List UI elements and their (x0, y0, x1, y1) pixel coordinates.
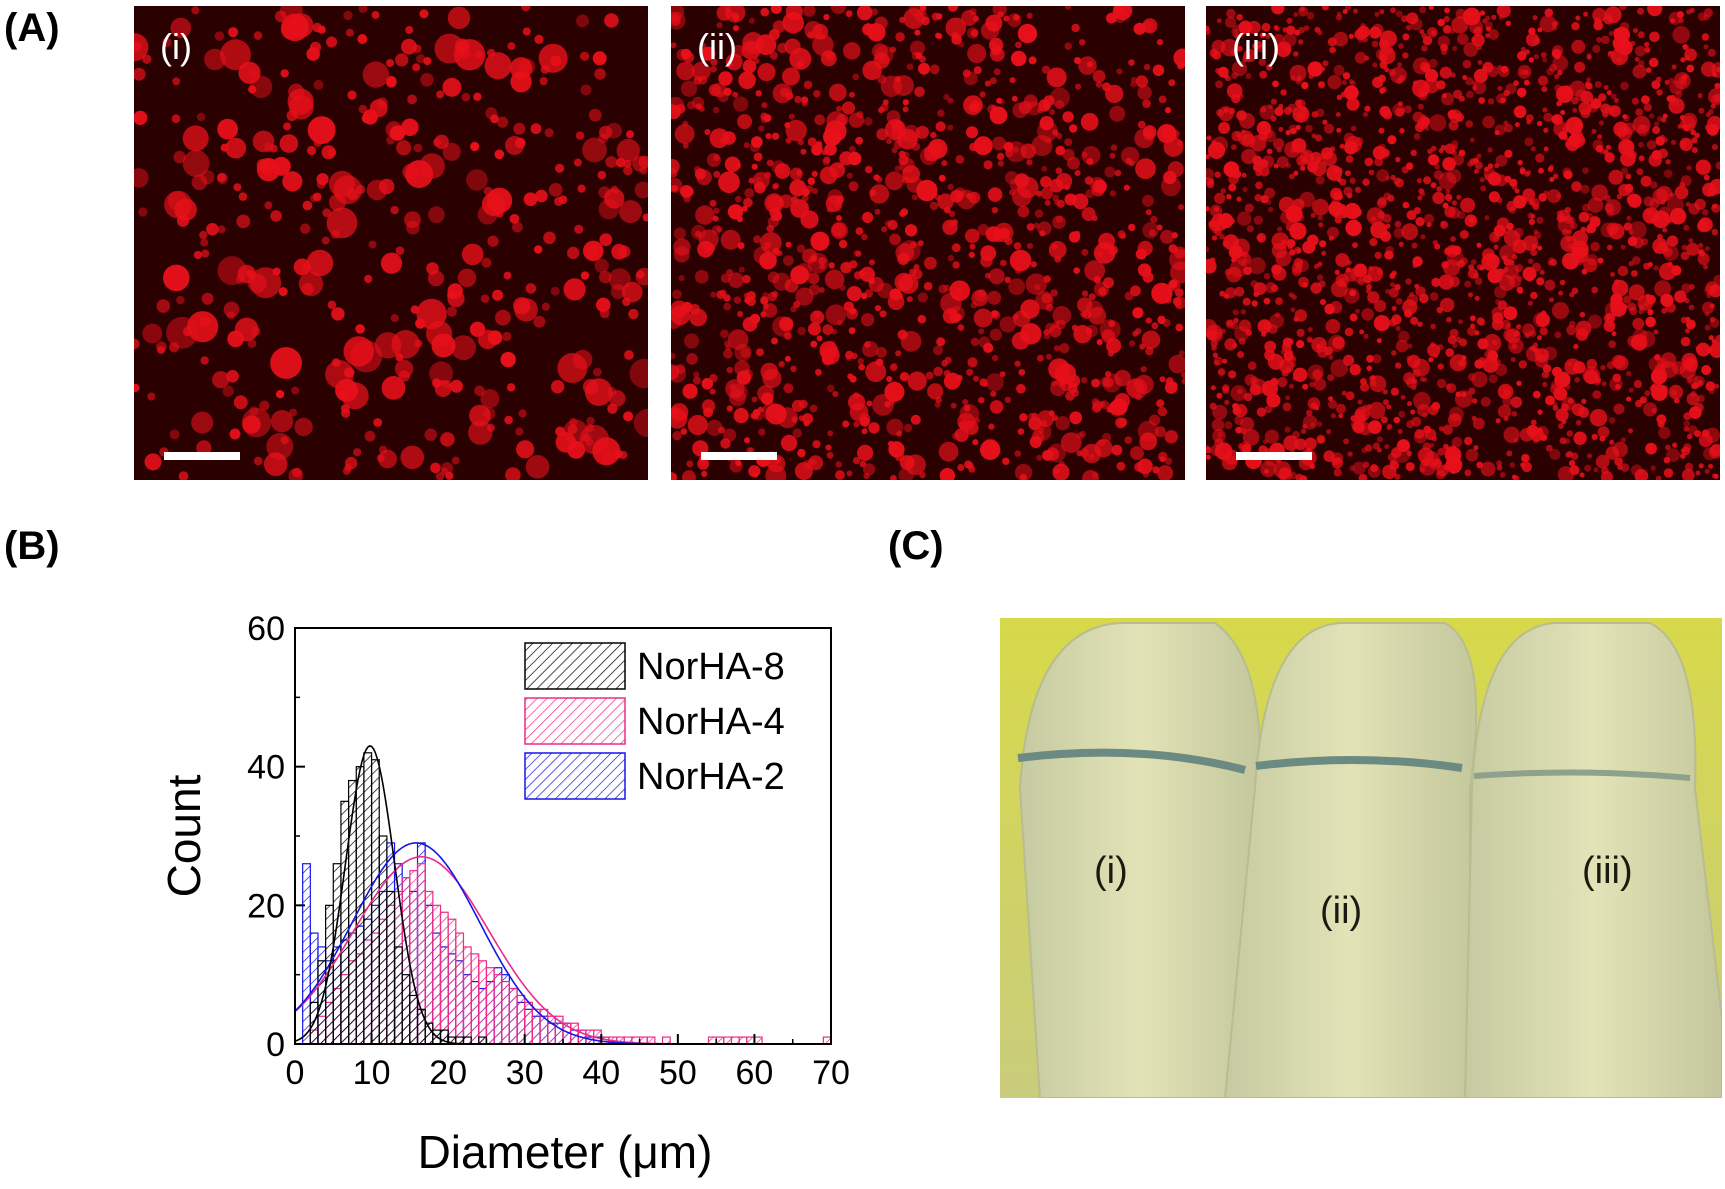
vial-i (1018, 622, 1262, 1098)
micrograph-ii-canvas (671, 6, 1185, 480)
fit-curve-NorHA-4 (295, 855, 831, 1044)
micrograph-iii: (iii) (1206, 6, 1720, 480)
vials-photo: (i) (ii) (iii) (1000, 618, 1722, 1098)
bar (409, 994, 419, 1044)
bar (386, 890, 396, 1044)
fit-curve-NorHA-8 (295, 745, 831, 1044)
axis-ticks: 0 10 20 30 40 50 60 70 0 20 40 60 (247, 610, 850, 1092)
legend-swatch-NorHA-4 (524, 697, 626, 745)
legend-label-NorHA-2: NorHA-2 (637, 756, 785, 798)
micrograph-i-canvas (134, 6, 648, 480)
x-axis-title: Diameter (μm) (418, 1126, 713, 1178)
bar (416, 1008, 426, 1044)
legend: NorHA-8 NorHA-4 NorHA-2 (524, 642, 785, 800)
bar (470, 953, 480, 1044)
bar (455, 932, 465, 1044)
bar (715, 1036, 725, 1044)
legend-label-NorHA-4: NorHA-4 (637, 701, 785, 743)
x-tick-label: 0 (286, 1054, 305, 1092)
x-tick-label: 40 (582, 1054, 620, 1092)
fit-curve-NorHA-2 (295, 842, 831, 1044)
x-tick-label: 20 (429, 1054, 467, 1092)
bar (822, 1036, 831, 1044)
interface-line-i (1017, 748, 1246, 774)
y-tick-label: 40 (247, 749, 285, 787)
bar (524, 1001, 533, 1044)
bar (516, 994, 526, 1044)
micrograph-ii-label: (ii) (697, 26, 737, 67)
vial-ii (1223, 622, 1478, 1098)
bar (393, 946, 403, 1044)
bar (485, 967, 495, 1044)
bar (723, 1036, 733, 1044)
micrograph-ii: (ii) (671, 6, 1185, 480)
vial-iii (1463, 622, 1722, 1098)
bar (493, 974, 503, 1044)
bar (447, 918, 457, 1044)
y-axis-title: Count (158, 774, 210, 897)
droplets (1206, 6, 1720, 480)
vials-photo-canvas (1000, 618, 1722, 1098)
micrograph-iii-label: (iii) (1232, 26, 1280, 67)
droplets (134, 6, 648, 480)
bar (432, 904, 442, 1044)
y-tick-label: 20 (247, 887, 285, 925)
bar (348, 779, 357, 1044)
bar (707, 1036, 717, 1044)
bar (439, 911, 449, 1044)
x-tick-label: 70 (812, 1054, 850, 1092)
interface-line-ii (1255, 755, 1463, 772)
bar (340, 800, 350, 1044)
vial-label-i: (i) (1094, 850, 1128, 892)
bar (738, 1036, 748, 1044)
bar (370, 759, 380, 1044)
micrograph-i-label: (i) (160, 26, 192, 67)
x-tick-label: 50 (659, 1054, 697, 1092)
micrograph-i: (i) (134, 6, 648, 480)
bar (508, 987, 518, 1044)
x-tick-label: 30 (506, 1054, 544, 1092)
bar (753, 1036, 763, 1044)
panel-b-label: (B) (4, 524, 60, 568)
bar (501, 981, 510, 1044)
bar (746, 1036, 756, 1044)
panel-c-label: (C) (888, 524, 944, 568)
bar (302, 863, 311, 1044)
legend-swatch-NorHA-2 (524, 752, 626, 800)
scale-bar (1236, 452, 1312, 460)
legend-swatch-NorHA-8 (524, 642, 626, 690)
vial-label-iii: (iii) (1582, 850, 1633, 892)
bar (661, 1036, 671, 1044)
interface-line-iii (1473, 769, 1691, 781)
scale-bar (164, 452, 240, 460)
x-tick-label: 10 (353, 1054, 391, 1092)
micrograph-iii-canvas (1206, 6, 1720, 480)
droplets (671, 6, 1185, 480)
y-tick-label: 0 (266, 1026, 285, 1064)
bars-layer (302, 752, 831, 1044)
scale-bar (701, 452, 777, 460)
panel-a-label: (A) (4, 6, 60, 50)
bar (462, 946, 472, 1044)
bar (478, 1036, 488, 1044)
y-tick-label: 60 (247, 610, 285, 648)
bar (531, 1008, 541, 1044)
bar (730, 1036, 740, 1044)
bar (355, 766, 365, 1044)
bar (401, 974, 411, 1044)
bar (646, 1036, 656, 1044)
vial-label-ii: (ii) (1320, 890, 1363, 932)
x-tick-label: 60 (736, 1054, 774, 1092)
bar (478, 960, 488, 1044)
legend-label-NorHA-8: NorHA-8 (637, 646, 785, 688)
fit-curves-layer (295, 745, 831, 1044)
bar (462, 1036, 472, 1044)
